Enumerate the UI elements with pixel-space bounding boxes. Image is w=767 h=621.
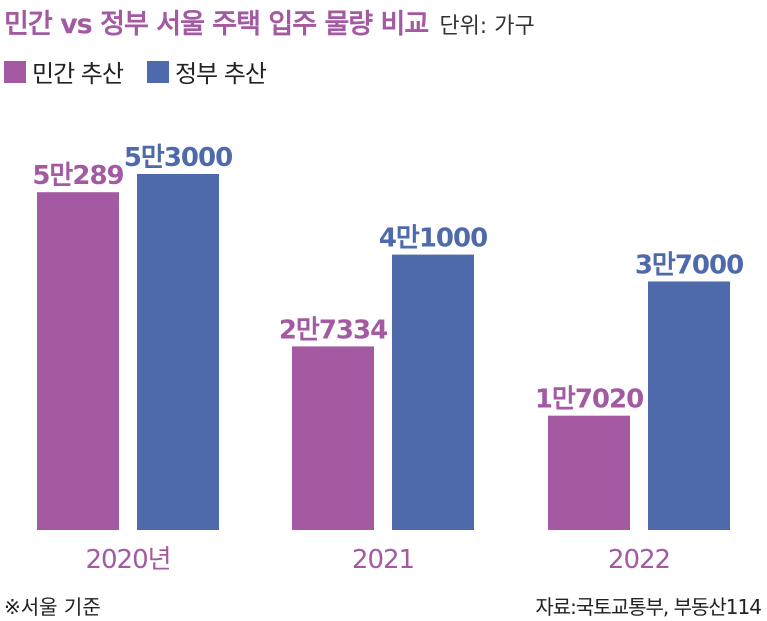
legend-swatch-private	[4, 60, 26, 83]
footnote: ※서울 기준	[4, 595, 101, 619]
bar-government-0	[137, 174, 219, 530]
bar-private-2	[548, 415, 630, 530]
data-label-government-1: 4만1000	[379, 224, 487, 254]
data-label-private-1: 2만7334	[279, 315, 387, 345]
legend-label-government: 정부 추산	[174, 60, 267, 88]
bar-private-0	[37, 192, 119, 531]
unit-label: 단위: 가구	[439, 14, 535, 39]
chart-title: 민간 vs 정부 서울 주택 입주 물량 비교	[4, 9, 429, 40]
data-label-private-0: 5만289	[32, 161, 123, 191]
bar-private-1	[292, 346, 374, 530]
legend: 민간 추산 정부 추산	[4, 54, 290, 89]
source-credit: 자료:국토교통부, 부동산114	[535, 595, 762, 619]
x-tick-label-1: 2021	[352, 545, 414, 575]
bar-government-2	[648, 281, 730, 530]
data-label-government-0: 5만3000	[124, 143, 232, 173]
bar-government-1	[392, 254, 474, 531]
data-label-government-2: 3만7000	[635, 250, 743, 280]
x-tick-label-0: 2020년	[85, 545, 170, 575]
legend-swatch-government	[146, 60, 169, 83]
legend-label-private: 민간 추산	[32, 60, 124, 88]
legend-item-private: 민간 추산	[4, 54, 124, 89]
x-tick-label-2: 2022	[608, 545, 670, 575]
data-label-private-2: 1만7020	[535, 385, 643, 415]
legend-item-government: 정부 추산	[146, 54, 267, 89]
title-row: 민간 vs 정부 서울 주택 입주 물량 비교 단위: 가구	[4, 2, 535, 41]
